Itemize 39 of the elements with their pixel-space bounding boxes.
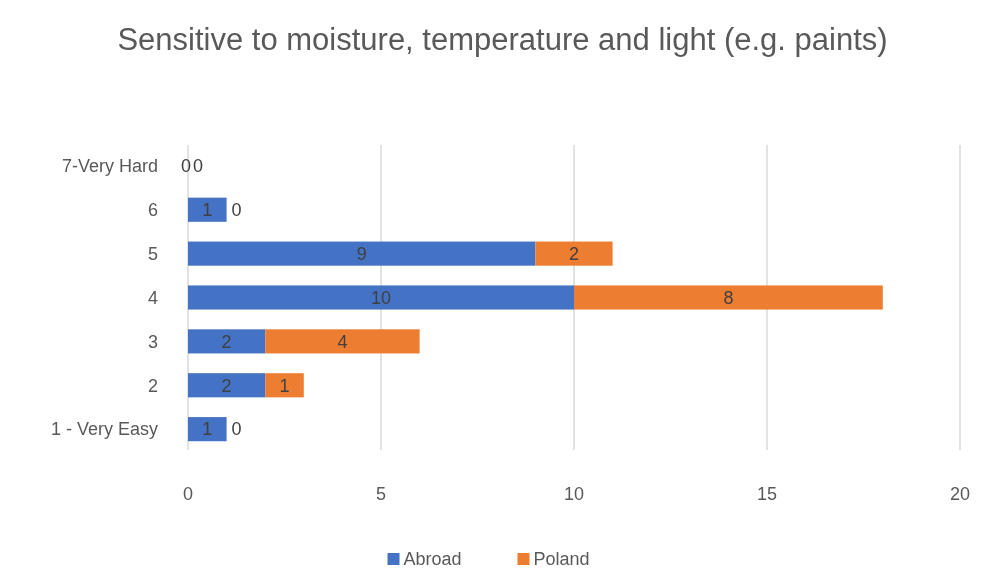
data-label: 2: [221, 331, 232, 352]
data-label: 2: [568, 243, 580, 264]
x-tick-label: 0: [182, 484, 194, 504]
data-label: 9: [356, 243, 367, 264]
bar: [188, 373, 266, 398]
y-tick-label: 5: [147, 243, 158, 264]
chart-title: Sensitive to moisture, temperature and light (e.g. paints): [117, 22, 888, 57]
x-tick-label: 10: [563, 484, 585, 504]
data-label: 0: [192, 156, 204, 177]
data-label: 4: [337, 331, 348, 352]
data-label: 1: [202, 419, 213, 440]
data-label: 2: [221, 375, 232, 396]
legend-label: Poland: [533, 549, 590, 570]
bar: [265, 373, 304, 398]
y-tick-label: 3: [147, 331, 158, 352]
bar: [535, 241, 613, 266]
data-label: 1: [202, 200, 213, 221]
data-label: 1: [279, 375, 290, 396]
data-label: 0: [231, 200, 242, 221]
y-tick-label: 6: [147, 200, 158, 221]
y-tick-label: 4: [147, 287, 158, 308]
y-tick-label: 1 - Very Easy: [50, 419, 158, 440]
y-tick-label: 7-Very Hard: [61, 156, 158, 177]
x-tick-label: 5: [375, 484, 387, 504]
data-label: 10: [370, 287, 392, 308]
data-label: 0: [180, 156, 192, 177]
x-tick-label: 15: [756, 484, 778, 504]
bar: [188, 329, 266, 354]
legend-label: Abroad: [403, 549, 462, 570]
bar: [574, 285, 883, 310]
y-tick-label: 2: [147, 375, 158, 396]
data-label: 0: [231, 419, 242, 440]
bar: [188, 241, 536, 266]
bar: [188, 197, 227, 222]
data-label: 8: [723, 287, 734, 308]
bar: [188, 285, 574, 310]
bar: [265, 329, 420, 354]
bar: [188, 417, 227, 442]
x-tick-label: 20: [949, 484, 971, 504]
